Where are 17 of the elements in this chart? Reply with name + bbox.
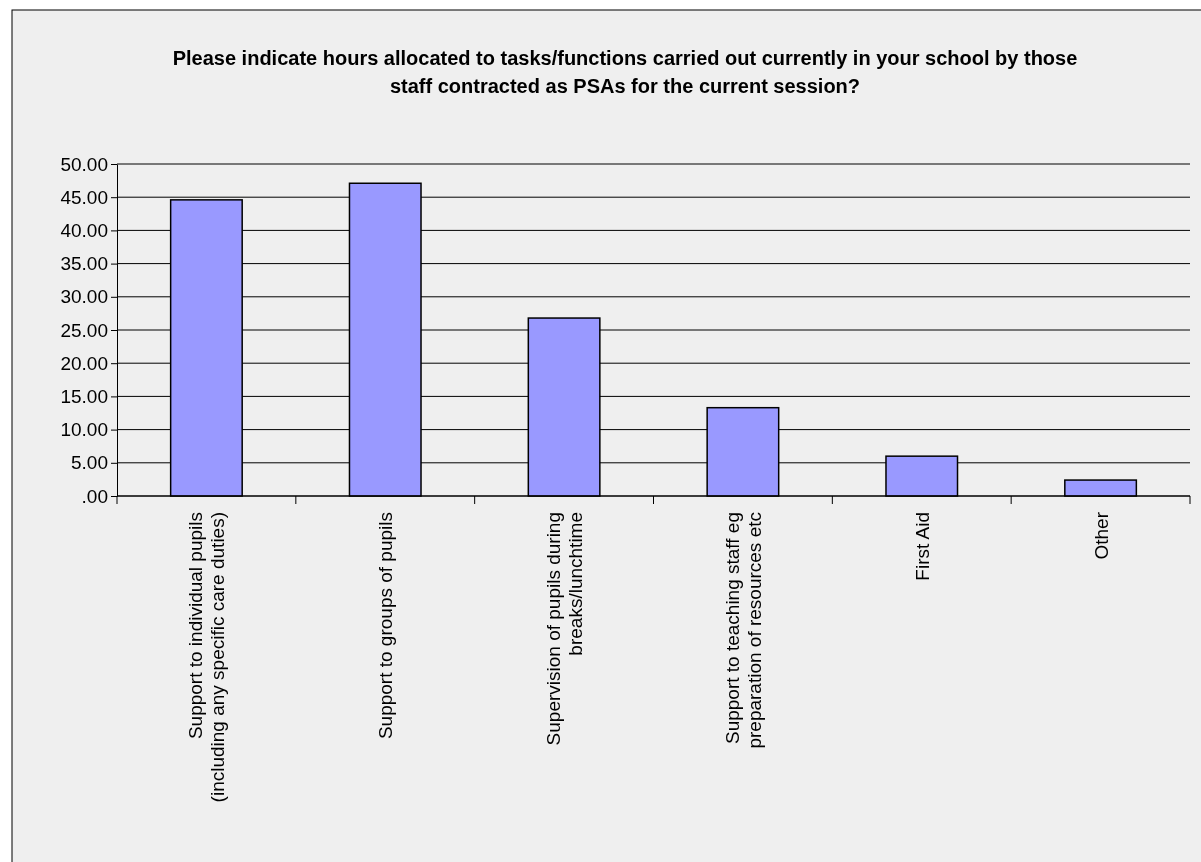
y-tick-label: 40.00 — [60, 219, 108, 241]
y-tick-label: 35.00 — [60, 253, 108, 275]
y-tick-label: 30.00 — [60, 286, 108, 308]
x-tick-label: Other — [1090, 511, 1112, 560]
y-tick-label: 25.00 — [60, 319, 108, 341]
y-tick-label: 20.00 — [60, 352, 108, 374]
y-tick-label: 45.00 — [60, 186, 108, 208]
y-tick-label: 15.00 — [60, 385, 108, 407]
y-tick-label: 50.00 — [60, 153, 108, 175]
x-tick-label: Support to individual pupils (including any specific care duties) — [185, 512, 229, 803]
x-tick-label: Support to groups of pupils — [375, 512, 397, 740]
x-tick-label: Supervision of pupils during breaks/lunchtime — [543, 512, 587, 746]
x-tick-label: First Aid — [911, 512, 933, 581]
y-tick-label: 10.00 — [60, 419, 108, 441]
y-tick-label: .00 — [81, 485, 108, 507]
chart-title: Please indicate hours allocated to tasks/functions carried out currently in your school by those staff contracted as PSAs for the current session? — [172, 47, 1078, 97]
y-tick-label: 5.00 — [71, 452, 108, 474]
